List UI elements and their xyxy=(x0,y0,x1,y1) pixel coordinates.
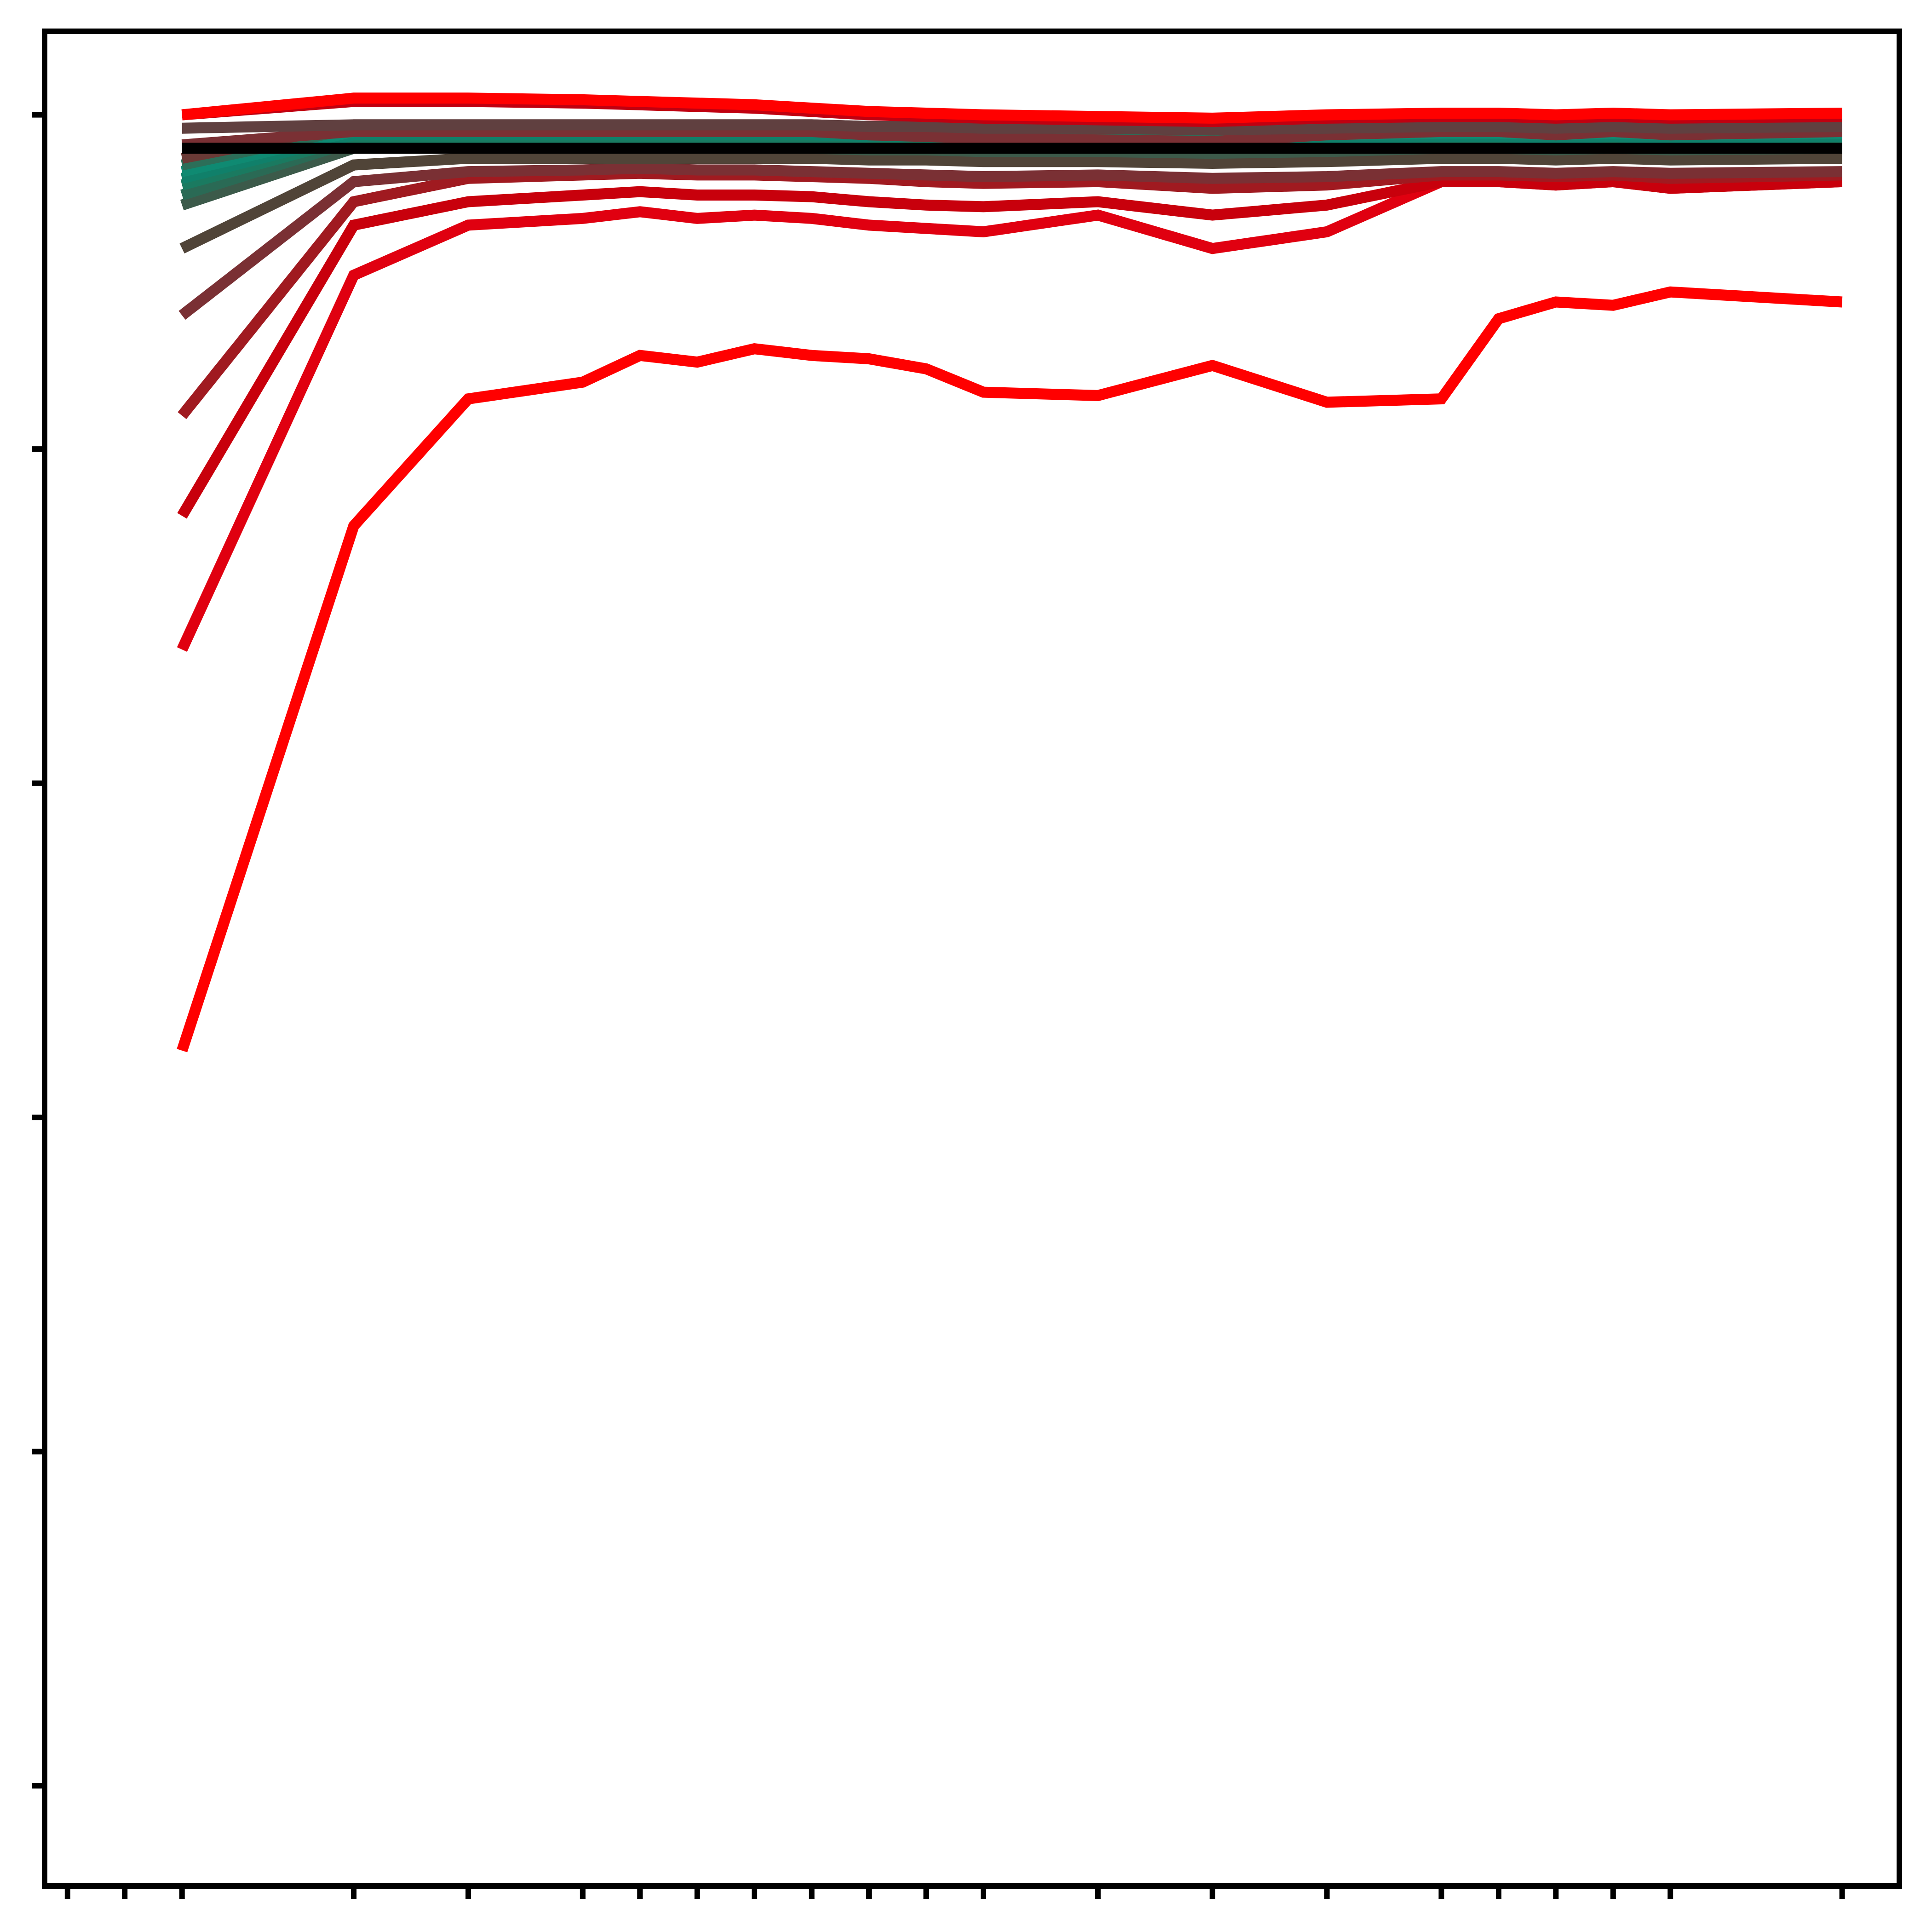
series-line-5 xyxy=(178,162,1842,320)
y-axis-ticks xyxy=(32,112,45,1789)
series-layer xyxy=(177,92,1843,1052)
plot-frame xyxy=(42,29,1902,1889)
x-axis-ticks xyxy=(64,1886,1845,1899)
series-line-6 xyxy=(179,153,1842,253)
series-line-14 xyxy=(181,126,1842,150)
series-line-3 xyxy=(177,176,1843,519)
series-line-17 xyxy=(181,92,1842,124)
series-line-1 xyxy=(177,286,1843,1052)
series-line-15 xyxy=(182,119,1842,136)
